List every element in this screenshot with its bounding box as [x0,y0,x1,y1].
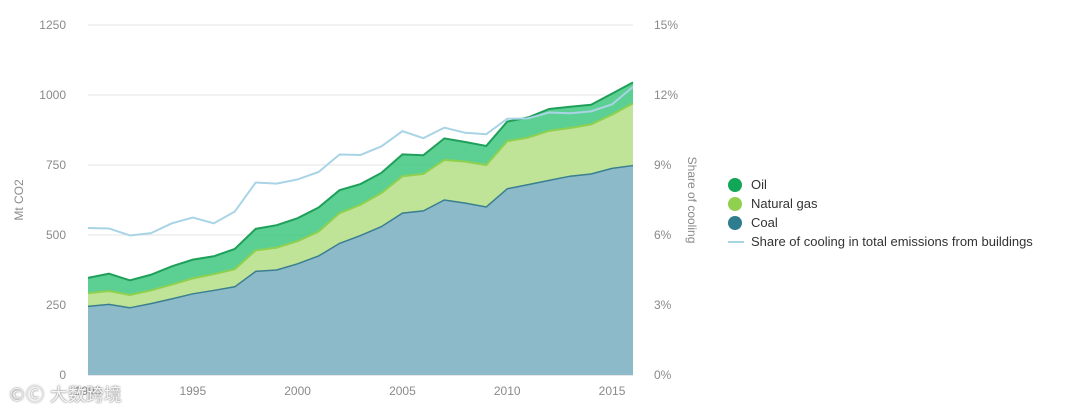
coal-area [88,165,633,375]
y-axis-title: Mt CO2 [12,179,26,221]
legend-item-oil[interactable]: Oil [728,175,1033,194]
watermark: ©Ⓒ 大数跨境 [8,385,122,406]
oil-line [87,81,634,282]
coal-swatch-icon [728,215,742,230]
legend-label-oil: Oil [751,177,767,192]
lines [87,81,634,309]
x-tick-label: 2000 [284,384,311,398]
y2-tick-label: 6% [654,228,672,242]
y-tick-label: 250 [46,298,66,312]
y2-tick-label: 12% [654,88,678,102]
coal-line [87,164,634,309]
y-tick-label: 1250 [39,18,66,32]
x-tick-label: 2005 [389,384,416,398]
x-tick-label: 2010 [494,384,521,398]
y2-tick-label: 0% [654,368,672,382]
legend-item-gas[interactable]: Natural gas [728,194,1033,213]
x-axis: 1990 1995 2000 2005 2010 2015 [75,384,626,398]
legend-label-coal: Coal [751,215,778,230]
gas-swatch-icon [728,196,742,211]
y-axis-left: 0 250 500 750 1000 1250 [39,18,66,382]
y2-axis-title: Share of cooling [685,157,699,244]
y2-tick-label: 3% [654,298,672,312]
y-tick-label: 500 [46,228,66,242]
share-of-cooling-line [87,86,634,237]
oil-area [88,82,633,295]
y2-tick-label: 9% [654,158,672,172]
natural-gas-line [87,102,634,296]
y-tick-label: 0 [59,368,66,382]
x-tick-label: 1990 [75,384,102,398]
legend: Oil Natural gas Coal Share of cooling in… [728,175,1033,251]
legend-item-coal[interactable]: Coal [728,213,1033,232]
y-tick-label: 750 [46,158,66,172]
legend-label-gas: Natural gas [751,196,818,211]
oil-swatch-icon [728,177,742,192]
areas [88,82,633,375]
legend-item-share[interactable]: Share of cooling in total emissions from… [728,232,1033,251]
y-tick-label: 1000 [39,88,66,102]
x-tick-label: 1995 [179,384,206,398]
y-axis-right: 0% 3% 6% 9% 12% 15% [654,18,678,382]
share-line-icon [728,240,744,243]
y2-tick-label: 15% [654,18,678,32]
x-tick-label: 2015 [599,384,626,398]
legend-label-share: Share of cooling in total emissions from… [751,234,1033,249]
